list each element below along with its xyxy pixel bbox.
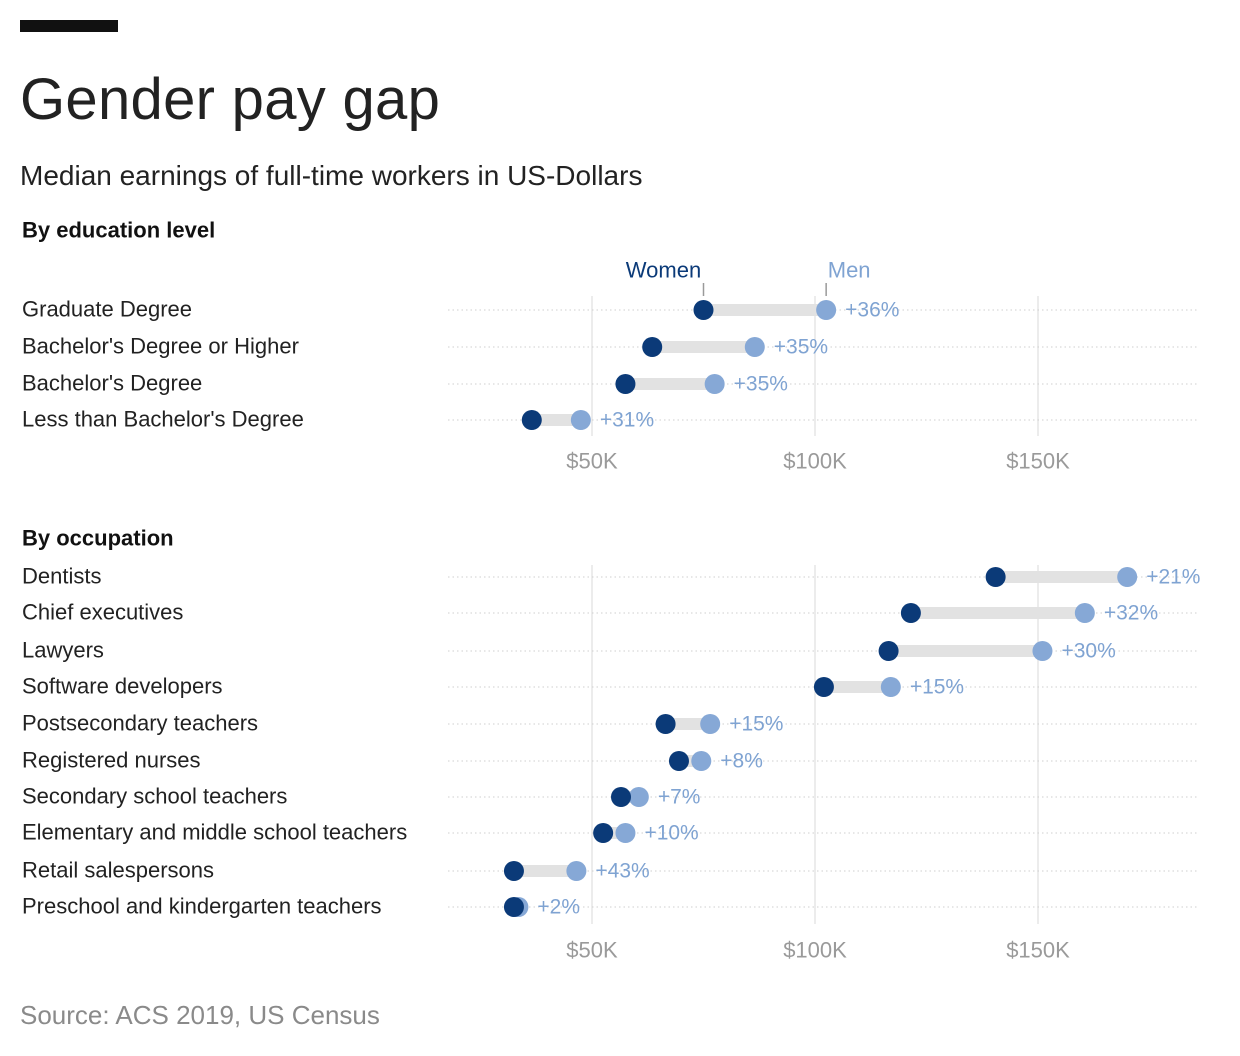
men-point [700,714,721,734]
chart-subtitle: Median earnings of full-time workers in … [20,160,643,191]
section-title: By education level [22,218,215,243]
category-label: Dentists [22,564,101,589]
women-point [655,714,676,734]
category-label: Preschool and kindergarten teachers [22,894,382,919]
x-tick-label: $150K [1006,938,1070,963]
men-point [628,787,649,807]
x-tick-label: $100K [783,449,847,474]
category-label: Registered nurses [22,748,201,773]
men-point [880,677,901,697]
women-point [813,677,834,697]
men-point [691,751,712,771]
men-point [570,410,591,430]
men-point [615,823,636,843]
top-accent-bar [20,20,118,32]
men-point [566,861,587,881]
x-tick-label: $150K [1006,449,1070,474]
category-label: Software developers [22,674,223,699]
gap-percent-label: +32% [1104,602,1158,625]
men-point [744,337,765,357]
category-label: Bachelor's Degree [22,371,202,396]
gap-percent-label: +35% [774,336,828,359]
men-point [704,374,725,394]
men-point [1032,641,1053,661]
men-point [1117,567,1138,587]
gap-percent-label: +30% [1061,640,1115,663]
gap-percent-label: +15% [910,676,964,699]
gap-percent-label: +43% [595,860,649,883]
category-label: Graduate Degree [22,297,192,322]
legend-women-label: Women [626,258,701,283]
women-point [610,787,631,807]
men-point [1074,603,1095,623]
section-title: By occupation [22,526,174,551]
gap-percent-label: +31% [600,409,654,432]
category-label: Bachelor's Degree or Higher [22,334,299,359]
women-point [693,300,714,320]
women-point [878,641,899,661]
gap-percent-label: +21% [1146,566,1200,589]
women-point [642,337,663,357]
category-label: Less than Bachelor's Degree [22,407,304,432]
women-point [521,410,542,430]
category-label: Retail salespersons [22,858,214,883]
gap-percent-label: +35% [734,373,788,396]
men-point [816,300,837,320]
gap-percent-label: +15% [729,713,783,736]
gap-percent-label: +8% [720,750,763,773]
category-label: Postsecondary teachers [22,711,258,736]
category-label: Elementary and middle school teachers [22,820,407,845]
gap-percent-label: +7% [658,786,701,809]
women-point [503,861,524,881]
women-point [593,823,614,843]
category-label: Chief executives [22,600,183,625]
women-point [503,897,524,917]
gap-percent-label: +2% [537,896,580,919]
category-label: Lawyers [22,638,104,663]
women-point [615,374,636,394]
chart-title: Gender pay gap [20,67,441,132]
x-tick-label: $50K [566,938,618,963]
women-point [985,567,1006,587]
x-tick-label: $100K [783,938,847,963]
women-point [900,603,921,623]
gap-percent-label: +10% [644,822,698,845]
source-note: Source: ACS 2019, US Census [20,1000,380,1030]
gap-percent-label: +36% [845,299,899,322]
women-point [668,751,689,771]
category-label: Secondary school teachers [22,784,287,809]
legend-men-label: Men [828,258,871,283]
x-tick-label: $50K [566,449,618,474]
